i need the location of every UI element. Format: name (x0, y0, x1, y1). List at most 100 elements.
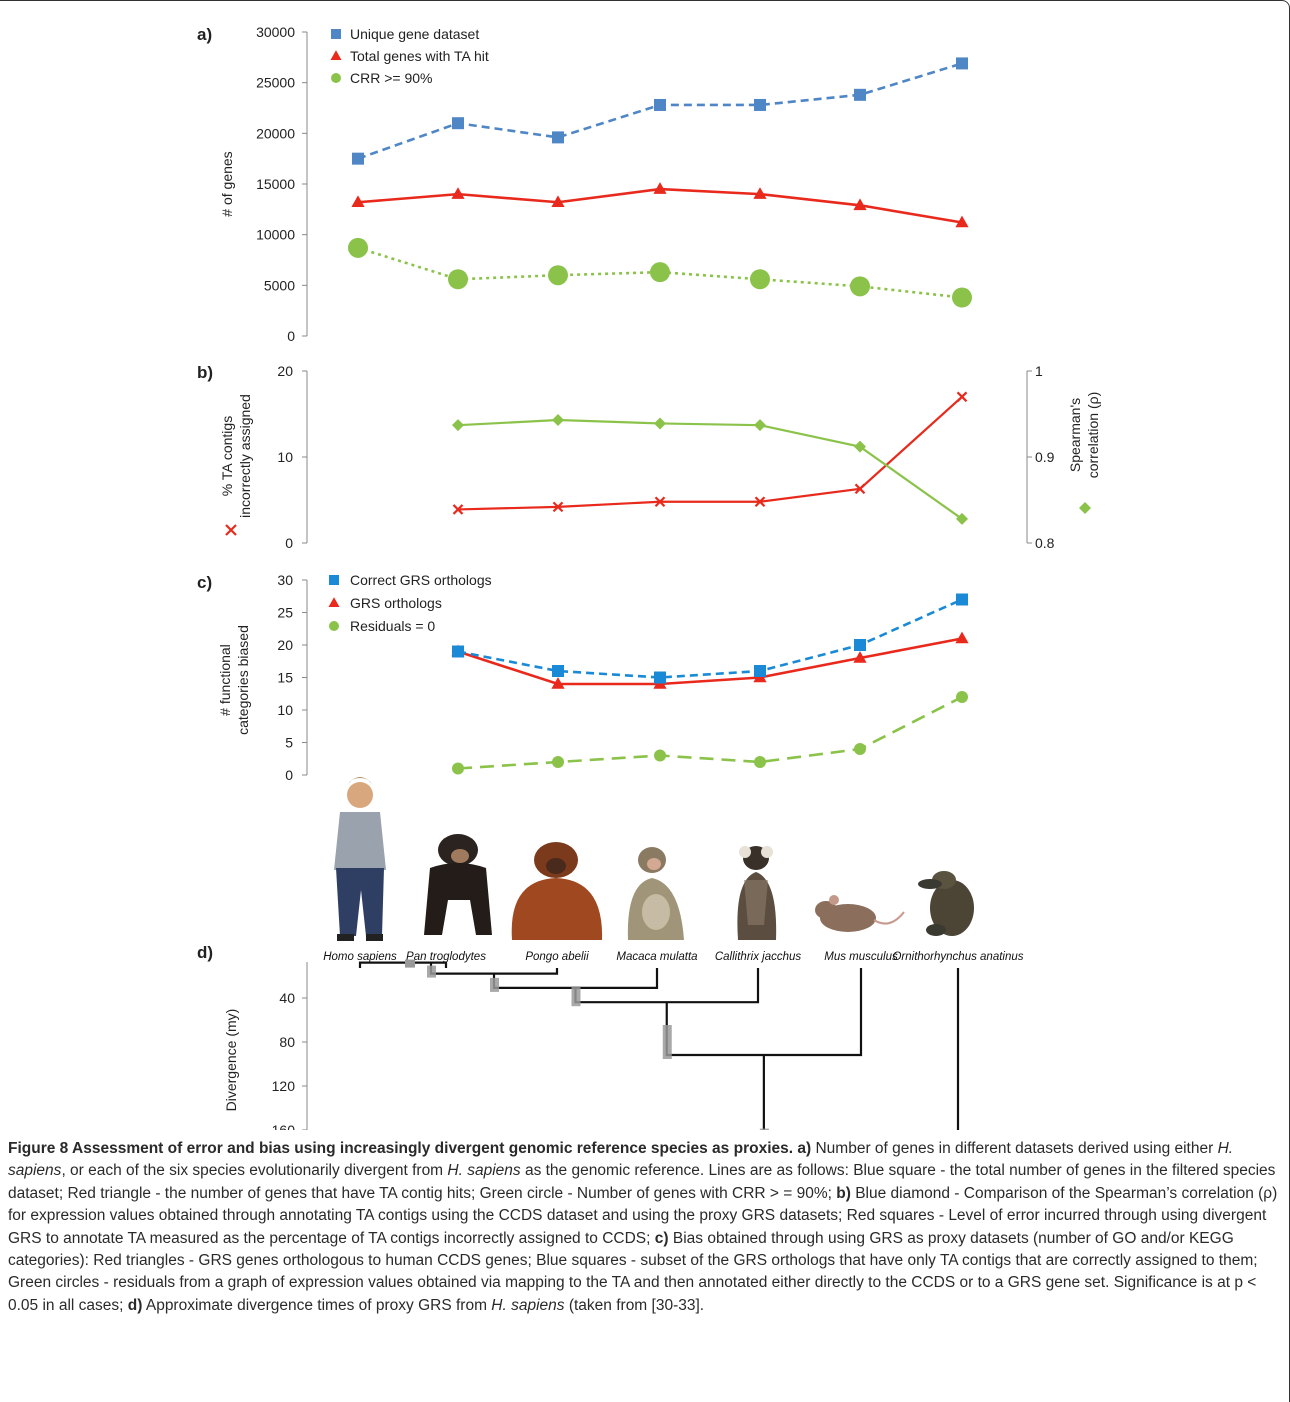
panel-c-y-tick-label: 5 (285, 735, 293, 751)
human-shoe (337, 934, 354, 941)
panel-b-left-legend-marker (225, 524, 237, 536)
panel-b-point (854, 483, 866, 495)
panel-b-left-tick-label: 20 (277, 363, 293, 379)
orangutan-image (511, 842, 603, 940)
panel-b-right-axis-label: Spearman's (1067, 398, 1083, 472)
panel-c-point (551, 677, 565, 689)
panel-c-point (854, 743, 866, 755)
panel-c-point (654, 749, 666, 762)
panel-c-y-tick-label: 10 (277, 702, 293, 718)
panel-d-y-tick-label: 120 (272, 1078, 296, 1094)
marmoset-ear-tuft (761, 846, 773, 858)
caption-a-species: H. sapiens (447, 1162, 521, 1180)
panel-a-point (850, 276, 870, 297)
marmoset-image (737, 846, 777, 940)
panel-a-legend-label: CRR >= 90% (350, 70, 432, 86)
tree-branch (665, 968, 863, 1057)
mouse-tail (873, 911, 905, 925)
panel-c-point (552, 756, 564, 768)
panel-a-point (956, 57, 968, 70)
panel-a-point (654, 98, 666, 111)
caption-a-label: a) (797, 1140, 812, 1157)
panel-c-point (452, 645, 464, 658)
panel-b-left-tick-label: 0 (285, 535, 293, 551)
tree-branch (574, 968, 760, 1004)
panel-b-left-axis-label: % TA contigs (219, 416, 235, 496)
human-jeans (336, 868, 384, 936)
human-head (347, 782, 373, 808)
marmoset-ear-tuft (739, 846, 751, 858)
panel-d-label: d) (197, 943, 213, 962)
species-label: Mus musculus (824, 951, 898, 963)
tree-node-interval (662, 1025, 672, 1059)
panel-d-y-tick-label: 160 (272, 1122, 296, 1130)
panel-c-point (956, 691, 968, 703)
panel-a-y-tick-label: 25000 (256, 75, 295, 91)
panel-c-y-tick-label: 30 (277, 572, 293, 588)
marmoset-stripes (744, 880, 768, 925)
panel-a-y-axis-label: # of genes (219, 151, 235, 216)
human-hair (348, 777, 372, 784)
caption-c-text: Bias obtained through using GRS as proxy… (8, 1229, 1258, 1314)
orangutan-face (546, 858, 566, 874)
panel-c-point (754, 665, 766, 677)
panel-a-point (552, 131, 564, 144)
panel-b-right-tick-label: 1 (1035, 363, 1043, 379)
panel-b-point (452, 419, 464, 432)
human-shirt (334, 812, 386, 870)
panel-a-series-line (357, 187, 963, 224)
panel-a-y-tick-label: 5000 (264, 277, 295, 293)
mouse-ear (829, 895, 839, 905)
panel-b-right-axis-label: correlation (ρ) (1085, 392, 1101, 479)
caption-d-text: Approximate divergence times of proxy GR… (142, 1296, 492, 1314)
panel-b-right-tick-label: 0.8 (1035, 535, 1055, 551)
panel-c-y-tick-label: 25 (277, 605, 293, 621)
panel-c-label: c) (197, 573, 212, 592)
tree-branch (492, 968, 659, 989)
species-label: Ornithorhynchus anatinus (892, 951, 1023, 963)
macaque-face (647, 858, 661, 870)
panel-a-point (448, 269, 468, 290)
tree-branch (358, 961, 448, 968)
tree-node-interval (571, 986, 581, 1007)
panel-c-point (552, 665, 564, 677)
panel-c-y-tick-label: 0 (285, 767, 293, 783)
panel-a-legend-marker (331, 29, 341, 39)
macaque-belly (642, 894, 670, 930)
panel-a-point (352, 152, 364, 165)
panel-c-legend-label: Correct GRS orthologs (350, 572, 492, 588)
panel-b-point (854, 440, 866, 453)
caption-a-text: as the genomic reference. Lines are as f… (8, 1162, 1276, 1202)
panel-c-legend-marker (328, 597, 340, 607)
panel-a-legend-marker (330, 50, 342, 60)
panel-a-y-tick-label: 15000 (256, 176, 295, 192)
panel-c-point (654, 671, 666, 684)
panel-a-point (753, 187, 767, 199)
mouse-image (815, 895, 905, 932)
caption-a-text: Number of genes in different datasets de… (811, 1140, 1218, 1157)
tree-node-interval (759, 1128, 769, 1130)
panel-c-series-line (457, 637, 963, 686)
mouse-head (815, 901, 837, 919)
caption-b-text: Blue diamond - Comparison of the Spearma… (8, 1184, 1278, 1247)
panel-c-point (754, 756, 766, 768)
panel-a-point (650, 262, 670, 283)
panel-a-y-tick-label: 20000 (256, 125, 295, 141)
panel-c-y-axis-label: # functional (217, 644, 233, 716)
panel-a-legend-marker (331, 73, 341, 83)
species-label: Homo sapiens (323, 951, 397, 963)
panel-c-legend-marker (329, 621, 339, 631)
tree-node-interval (427, 965, 436, 978)
panel-c-series-line (457, 598, 963, 679)
macaque-image (627, 847, 684, 940)
caption-c-label: c) (654, 1229, 669, 1247)
panel-a-point (854, 88, 866, 101)
panel-a-legend-label: Total genes with TA hit (350, 48, 489, 64)
panel-a-point (452, 117, 464, 130)
panel-a-point (348, 237, 368, 258)
tree-node-interval (405, 959, 415, 968)
panel-a-point (551, 195, 565, 208)
caption-d-text: (taken from [30-33]. (564, 1296, 705, 1314)
species-label: Pongo abelii (525, 951, 589, 963)
panel-a-point (451, 187, 465, 199)
